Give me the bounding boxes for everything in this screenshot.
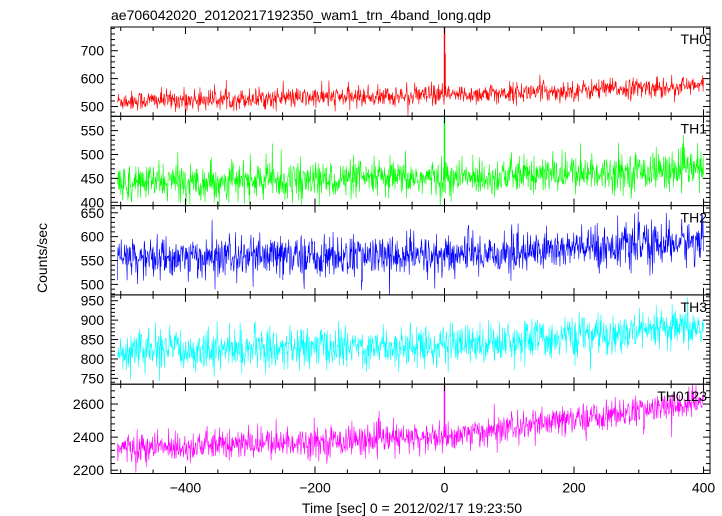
y-tick-label: 700 — [81, 43, 105, 59]
panel-th0123: 2200 2400 2600 TH0123 −400 −200 0 200 400 — [73, 383, 716, 496]
y-tick-label: 2400 — [73, 429, 104, 445]
x-tick-label: 200 — [562, 480, 586, 496]
series-line-th3 — [117, 297, 704, 381]
panel-label-th2: TH2 — [681, 210, 708, 226]
y-tick-label: 400 — [81, 194, 105, 210]
y-tick-label: 750 — [81, 370, 105, 386]
x-axis-label: Time [sec] 0 = 2012/02/17 19:23:50 — [302, 500, 522, 516]
y-tick-label: 2600 — [73, 396, 104, 412]
y-axis-label: Counts/sec — [34, 223, 50, 293]
panel-th3: 750 800 850 900 950 TH3 — [81, 293, 711, 386]
panel-th2: 500 550 600 650 TH2 — [81, 205, 711, 296]
panel-th0: 500 600 700 TH0 — [81, 26, 711, 117]
y-tick-label: 550 — [81, 123, 105, 139]
series-line-th0123 — [117, 384, 704, 473]
y-tick-label: 500 — [81, 276, 105, 292]
series-line-th0 — [117, 74, 704, 117]
y-tick-label: 500 — [81, 99, 105, 115]
y-tick-label: 900 — [81, 312, 105, 328]
series-line-th1 — [117, 134, 704, 206]
panel-label-th3: TH3 — [681, 299, 708, 315]
x-tick-label: 400 — [692, 480, 716, 496]
y-tick-label: 950 — [81, 293, 105, 309]
y-tick-label: 600 — [81, 229, 105, 245]
panel-label-th0: TH0 — [681, 31, 708, 47]
panel-label-th0123: TH0123 — [657, 388, 707, 404]
panels-group: 500 600 700 TH0 400 450 500 550 TH1 500 550 600 650 T… — [73, 26, 716, 496]
panel-th1: 400 450 500 550 TH1 — [81, 115, 711, 210]
y-tick-label: 2200 — [73, 462, 104, 478]
panel-frame — [110, 383, 711, 475]
y-tick-label: 600 — [81, 71, 105, 87]
x-tick-label: −200 — [299, 480, 331, 496]
y-tick-label: 500 — [81, 147, 105, 163]
y-tick-label: 850 — [81, 332, 105, 348]
series-line-th2 — [117, 211, 704, 295]
x-tick-label: 0 — [441, 480, 449, 496]
y-tick-label: 550 — [81, 253, 105, 269]
chart-title: ae706042020_20120217192350_wam1_trn_4ban… — [111, 7, 491, 23]
x-tick-label: −400 — [170, 480, 202, 496]
y-tick-label: 650 — [81, 205, 105, 221]
y-tick-label: 800 — [81, 351, 105, 367]
panel-label-th1: TH1 — [681, 120, 708, 136]
y-tick-label: 450 — [81, 170, 105, 186]
